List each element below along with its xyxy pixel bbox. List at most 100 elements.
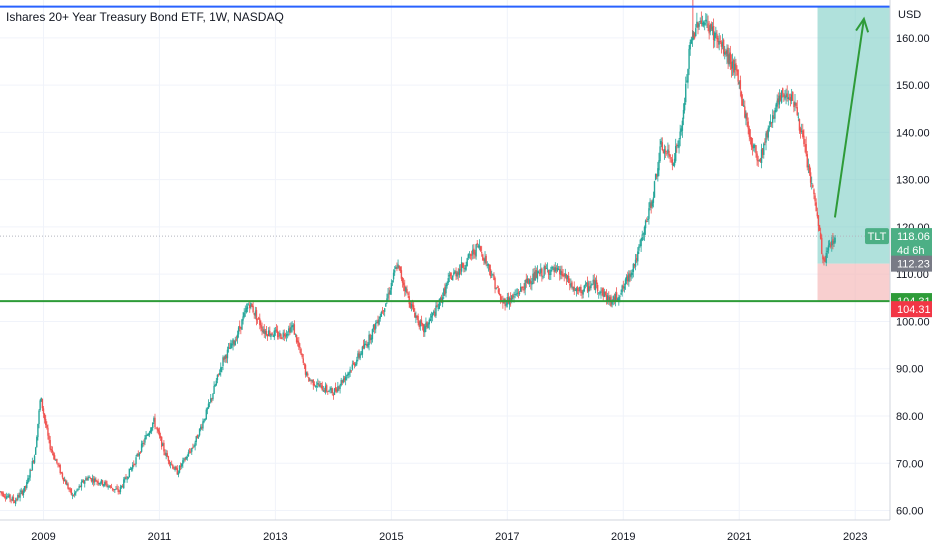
candle-body [652, 197, 655, 203]
candle-body [30, 470, 32, 471]
candle-body [589, 286, 591, 289]
candle-body [648, 208, 650, 219]
y-tick-label: 70.00 [896, 458, 924, 470]
candle-body [507, 297, 510, 304]
candle-body [71, 495, 74, 496]
candle-body [358, 352, 360, 357]
candle-body [475, 244, 477, 257]
candle-body [741, 99, 744, 106]
candle-body [292, 325, 294, 327]
candle-body [560, 270, 562, 276]
candle-body [260, 324, 262, 328]
y-tick-label: 160.00 [896, 33, 930, 45]
candle-body [662, 150, 665, 154]
candle-body [130, 467, 133, 470]
profit-zone [817, 6, 890, 264]
candle-body [565, 274, 568, 280]
candle-body [451, 275, 454, 281]
candle-body [708, 27, 710, 34]
candle-body [257, 317, 260, 319]
candle-body [275, 329, 278, 332]
candle-body [394, 270, 396, 273]
candle-body [301, 353, 303, 358]
candle-body [595, 279, 598, 284]
long-position-tool[interactable] [817, 6, 890, 302]
drawing-lines[interactable] [0, 5, 890, 303]
candle-body [24, 485, 27, 488]
candle-body [184, 459, 186, 461]
candle-body [313, 384, 316, 386]
candle-body [583, 285, 585, 292]
candle-body [654, 174, 657, 180]
candle-body [352, 363, 355, 364]
candle-body [829, 245, 832, 247]
candle-body [3, 495, 6, 497]
candle-body [730, 61, 733, 70]
candle-body [227, 347, 230, 349]
candle-body [341, 380, 344, 383]
candle-body [86, 478, 88, 480]
candle-body [117, 489, 119, 492]
candle-body [526, 278, 529, 283]
candle-body [121, 486, 124, 487]
candle-body [748, 128, 750, 137]
candle-body [515, 294, 517, 296]
candle-body [158, 431, 161, 436]
candle-body [280, 334, 282, 340]
candle-body [28, 477, 30, 480]
candle-body [343, 377, 346, 381]
candle-body [140, 443, 143, 452]
candle-body [706, 21, 708, 23]
candle-body [278, 335, 280, 337]
candle-body [469, 254, 472, 256]
candle-body [0, 491, 2, 493]
candle-body [159, 435, 162, 438]
candle-body [337, 386, 339, 392]
candle-body [678, 140, 680, 148]
candle-body [8, 494, 10, 498]
candle-body [456, 272, 458, 277]
candle-body [2, 493, 5, 497]
y-tick-label: 80.00 [896, 411, 924, 423]
candle-body [513, 296, 515, 298]
candle-body [697, 22, 699, 28]
candle-body [691, 36, 694, 41]
candle-body [218, 372, 221, 375]
candle-body [696, 21, 698, 28]
candle-body [445, 284, 447, 294]
candle-body [514, 294, 516, 296]
candle-body [523, 288, 525, 291]
candle-body [173, 468, 175, 470]
candle-body [624, 279, 627, 285]
candle-body [276, 330, 279, 338]
candle-body [320, 382, 322, 385]
candle-body [114, 489, 116, 491]
candle-body [765, 133, 767, 143]
candle-body [457, 272, 459, 275]
candle-body [609, 297, 611, 302]
candle-body [787, 97, 790, 100]
candle-body [575, 288, 578, 292]
candle-body [13, 501, 16, 503]
candle-body [381, 311, 384, 313]
candle-body [160, 436, 163, 447]
candle-body [736, 69, 738, 72]
candle-body [196, 434, 199, 439]
candle-body [232, 339, 234, 346]
x-tick-label: 2021 [727, 531, 751, 543]
candle-body [593, 279, 595, 289]
candle-body [303, 364, 306, 366]
y-tick-label: 60.00 [896, 506, 924, 518]
candle-body [191, 448, 193, 452]
candle-body [195, 436, 197, 443]
candle-body [653, 181, 656, 198]
candle-body [789, 97, 792, 101]
candle-body [139, 452, 142, 454]
candle-body [725, 50, 727, 54]
candle-body [94, 478, 96, 482]
candle-body [237, 327, 240, 335]
candle-body [285, 334, 288, 337]
candle-body [149, 430, 152, 433]
